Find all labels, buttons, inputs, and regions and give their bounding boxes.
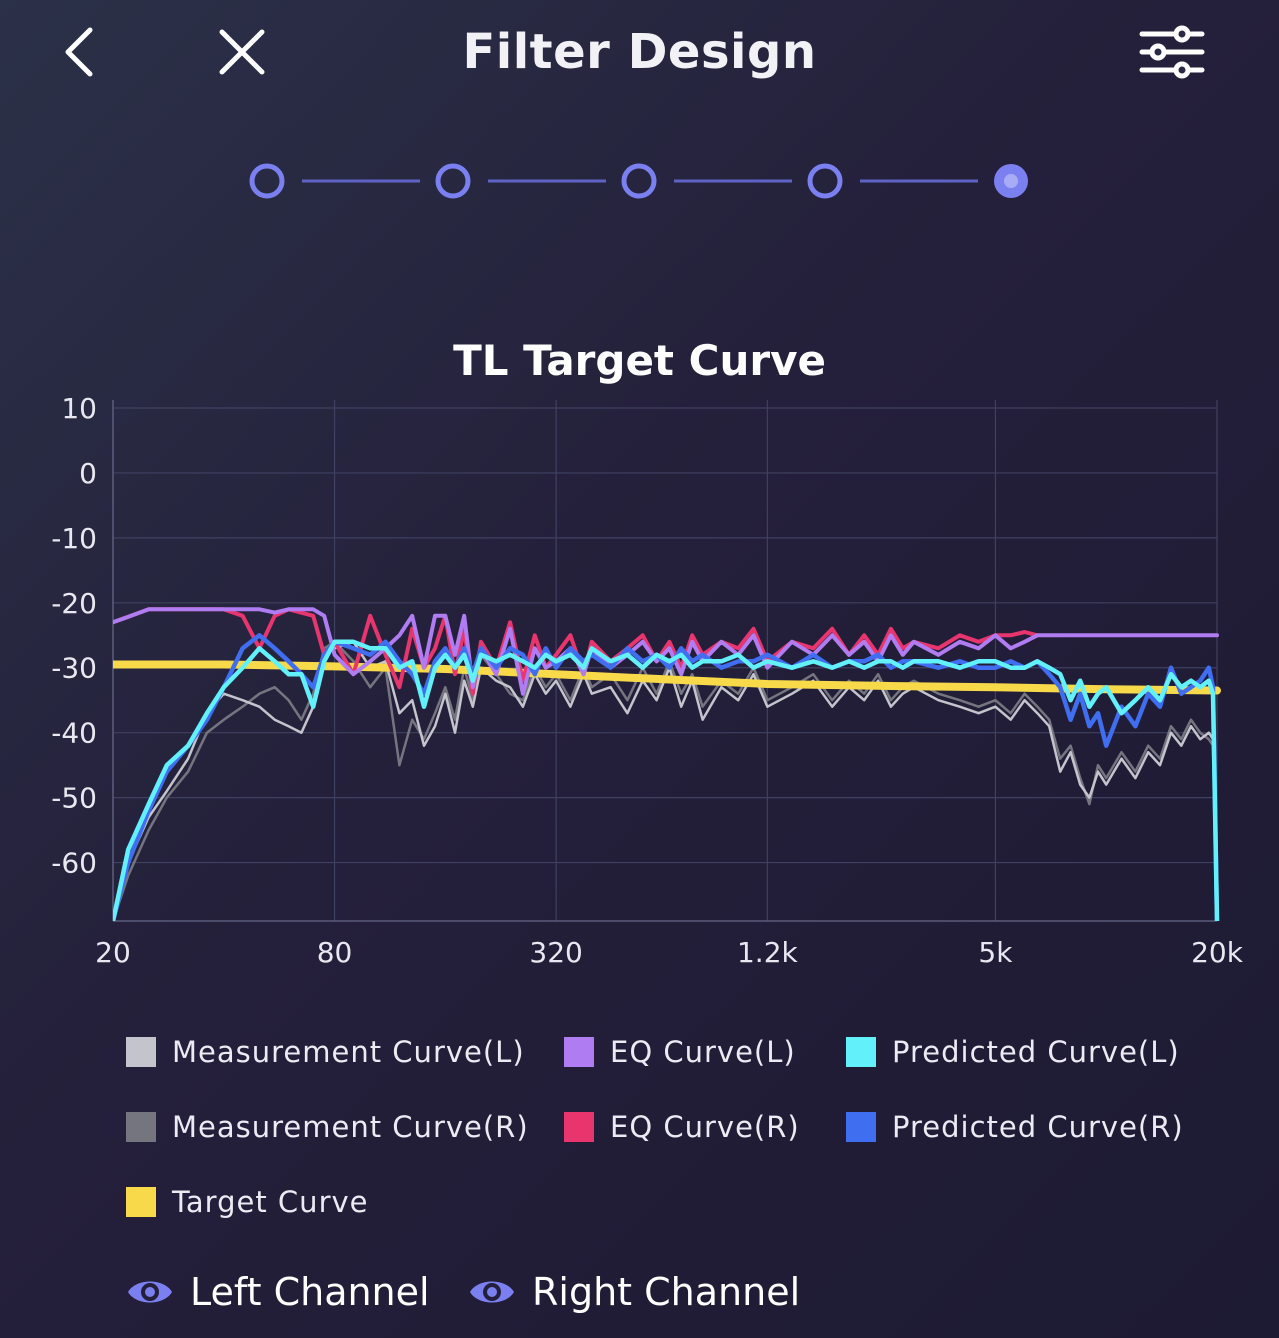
legend-item-target[interactable]: Target Curve bbox=[126, 1182, 369, 1222]
legend-swatch-measurement-r bbox=[126, 1112, 156, 1142]
y-tick-label: -10 bbox=[51, 522, 97, 555]
legend-item-measurement-r[interactable]: Measurement Curve(R) bbox=[126, 1107, 529, 1147]
series-line-predicted-curve-l bbox=[113, 639, 1220, 921]
legend-item-eq-l[interactable]: EQ Curve(L) bbox=[564, 1032, 796, 1072]
x-tick-label: 320 bbox=[529, 936, 582, 969]
legend-label: Measurement Curve(R) bbox=[172, 1110, 529, 1144]
eye-icon bbox=[128, 1281, 172, 1303]
legend-swatch-measurement-l bbox=[126, 1037, 156, 1067]
series-line-target-curve bbox=[113, 660, 1221, 695]
y-tick-label: -60 bbox=[51, 847, 97, 880]
legend-item-predicted-r[interactable]: Predicted Curve(R) bbox=[846, 1107, 1184, 1147]
step-dot-5-center bbox=[1004, 174, 1018, 188]
step-dot-2[interactable] bbox=[435, 163, 471, 199]
legend-swatch-predicted-l bbox=[846, 1037, 876, 1067]
x-tick-label: 20k bbox=[1191, 936, 1244, 969]
y-tick-label: -30 bbox=[51, 652, 97, 685]
right-channel-label: Right Channel bbox=[532, 1270, 801, 1314]
sliders-icon[interactable] bbox=[1136, 22, 1208, 82]
top-bar: Filter Design bbox=[0, 0, 1279, 110]
x-tick-label: 5k bbox=[978, 936, 1013, 969]
x-tick-label: 20 bbox=[95, 936, 131, 969]
x-tick-label: 1.2k bbox=[737, 936, 799, 969]
page-title: Filter Design bbox=[462, 24, 817, 80]
series-line-measurement-curve-r bbox=[113, 640, 1219, 921]
y-tick-label: 10 bbox=[61, 392, 97, 425]
frequency-response-chart: 10 0 -10 -20 -30 -40 -50 -60 20 80 320 1.2k 5k 20k bbox=[51, 392, 1243, 969]
step-dot-3[interactable] bbox=[621, 163, 657, 199]
left-channel-toggle[interactable]: Left Channel bbox=[126, 1266, 430, 1318]
legend-label: Target Curve bbox=[172, 1185, 369, 1219]
chart-series bbox=[113, 607, 1221, 921]
legend-swatch-eq-r bbox=[564, 1112, 594, 1142]
close-icon[interactable] bbox=[212, 22, 272, 82]
legend-swatch-target bbox=[126, 1187, 156, 1217]
chart-legend: Measurement Curve(L) EQ Curve(L) Predict… bbox=[0, 1020, 1279, 1240]
right-channel-toggle[interactable]: Right Channel bbox=[468, 1266, 800, 1318]
legend-item-eq-r[interactable]: EQ Curve(R) bbox=[564, 1107, 800, 1147]
step-dot-4[interactable] bbox=[807, 163, 843, 199]
y-tick-label: 0 bbox=[79, 457, 97, 490]
series-line-measurement-curve-l bbox=[113, 640, 1219, 921]
legend-item-predicted-l[interactable]: Predicted Curve(L) bbox=[846, 1032, 1180, 1072]
x-tick-label: 80 bbox=[317, 936, 353, 969]
legend-swatch-predicted-r bbox=[846, 1112, 876, 1142]
legend-label: EQ Curve(L) bbox=[610, 1035, 796, 1069]
legend-swatch-eq-l bbox=[564, 1037, 594, 1067]
chart-title: TL Target Curve bbox=[453, 336, 826, 385]
y-tick-label: -40 bbox=[51, 717, 97, 750]
legend-label: Measurement Curve(L) bbox=[172, 1035, 525, 1069]
y-tick-label: -50 bbox=[51, 782, 97, 815]
y-tick-label: -20 bbox=[51, 587, 97, 620]
step-progress bbox=[249, 163, 1028, 199]
eye-icon bbox=[470, 1281, 514, 1303]
chart-ticks: 10 0 -10 -20 -30 -40 -50 -60 20 80 320 1.2k 5k 20k bbox=[51, 392, 1243, 969]
legend-item-measurement-l[interactable]: Measurement Curve(L) bbox=[126, 1032, 525, 1072]
legend-label: Predicted Curve(R) bbox=[892, 1110, 1184, 1144]
step-dot-1[interactable] bbox=[249, 163, 285, 199]
legend-label: Predicted Curve(L) bbox=[892, 1035, 1180, 1069]
chart-grid bbox=[112, 400, 1218, 922]
left-channel-label: Left Channel bbox=[190, 1270, 430, 1314]
chevron-left-icon[interactable] bbox=[56, 22, 106, 82]
legend-label: EQ Curve(R) bbox=[610, 1110, 800, 1144]
